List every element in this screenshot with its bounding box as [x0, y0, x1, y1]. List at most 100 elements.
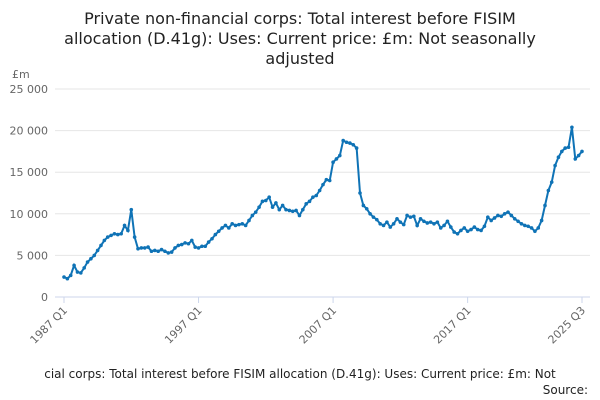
data-point	[264, 198, 268, 203]
data-point	[401, 222, 406, 227]
data-point	[75, 270, 80, 274]
series-line	[63, 127, 583, 280]
data-point	[267, 195, 271, 199]
data-point	[116, 232, 120, 237]
data-point	[200, 244, 204, 249]
data-point	[85, 260, 90, 264]
data-point	[465, 229, 470, 234]
x-tick-label: 1987 Q1	[28, 304, 71, 347]
data-point	[62, 275, 66, 279]
data-point	[277, 207, 282, 212]
data-point	[210, 236, 214, 241]
data-point	[173, 246, 177, 250]
data-point	[489, 218, 493, 223]
data-point	[156, 249, 160, 254]
data-point	[462, 226, 467, 230]
source: Source:	[543, 383, 588, 397]
data-point	[512, 216, 517, 221]
data-point	[479, 228, 483, 233]
data-point	[385, 220, 389, 224]
data-point	[536, 226, 541, 230]
data-point	[176, 243, 181, 248]
data-point	[105, 235, 110, 239]
data-point	[395, 216, 399, 221]
data-point	[576, 153, 581, 158]
y-tick-label: 0	[41, 291, 48, 304]
data-point	[348, 141, 352, 145]
data-point	[371, 215, 376, 219]
data-point	[280, 203, 285, 208]
x-tick-label: 1997 Q1	[162, 304, 205, 347]
y-tick-label: 15 000	[10, 166, 49, 179]
data-point	[327, 178, 332, 183]
chart-title: adjusted	[265, 49, 334, 68]
data-point	[580, 149, 584, 154]
data-point	[183, 241, 187, 245]
data-point	[240, 221, 245, 226]
data-point	[260, 199, 265, 204]
data-point	[455, 231, 460, 236]
data-point	[526, 224, 530, 229]
data-point	[486, 215, 490, 219]
data-point	[233, 223, 238, 228]
x-tick-label: 2025 Q3	[546, 304, 589, 347]
data-point	[179, 242, 184, 247]
data-point	[119, 231, 123, 236]
data-point	[92, 253, 97, 258]
data-point	[529, 226, 534, 230]
data-point	[304, 202, 308, 206]
data-point	[82, 266, 86, 270]
data-point	[449, 225, 453, 229]
data-point	[459, 228, 463, 233]
data-point	[301, 207, 305, 212]
data-point	[109, 233, 113, 238]
data-point	[196, 246, 201, 250]
data-point	[556, 155, 561, 160]
data-point	[331, 160, 335, 165]
data-point	[472, 225, 477, 229]
data-point	[163, 249, 167, 254]
data-point	[381, 223, 386, 228]
data-point	[405, 213, 409, 218]
data-point	[516, 219, 520, 224]
data-point	[297, 213, 302, 218]
data-point	[435, 220, 440, 224]
data-point	[149, 249, 154, 254]
data-point	[428, 220, 433, 224]
data-point	[408, 215, 413, 219]
data-point	[166, 251, 171, 255]
data-point	[284, 207, 288, 212]
data-point	[560, 149, 564, 154]
data-point	[341, 138, 345, 143]
data-point	[307, 199, 312, 204]
data-point	[203, 244, 208, 249]
data-point	[136, 246, 140, 251]
chart-title: allocation (D.41g): Uses: Current price:…	[64, 29, 536, 48]
data-point	[126, 228, 130, 233]
data-point	[159, 247, 164, 252]
data-point	[364, 207, 369, 211]
data-point	[375, 217, 379, 222]
y-tick-label: 25 000	[10, 83, 49, 96]
data-point	[358, 191, 362, 195]
data-point	[270, 205, 275, 209]
data-point	[543, 203, 547, 208]
data-point	[220, 226, 224, 230]
data-point	[129, 207, 134, 212]
x-tick-label: 2007 Q1	[297, 304, 340, 347]
x-tick-label: 2017 Q1	[431, 304, 474, 347]
data-point	[546, 188, 551, 193]
data-point	[475, 227, 480, 232]
data-point	[570, 125, 574, 130]
data-point	[321, 182, 325, 187]
data-point	[445, 219, 450, 224]
data-point	[317, 188, 322, 193]
data-point	[186, 241, 191, 246]
data-point	[509, 213, 514, 218]
caption: cial corps: Total interest before FISIM …	[44, 367, 556, 381]
data-point	[432, 221, 436, 226]
data-point	[142, 246, 147, 250]
data-point	[344, 140, 349, 145]
data-point	[334, 157, 339, 161]
data-point	[65, 276, 70, 281]
